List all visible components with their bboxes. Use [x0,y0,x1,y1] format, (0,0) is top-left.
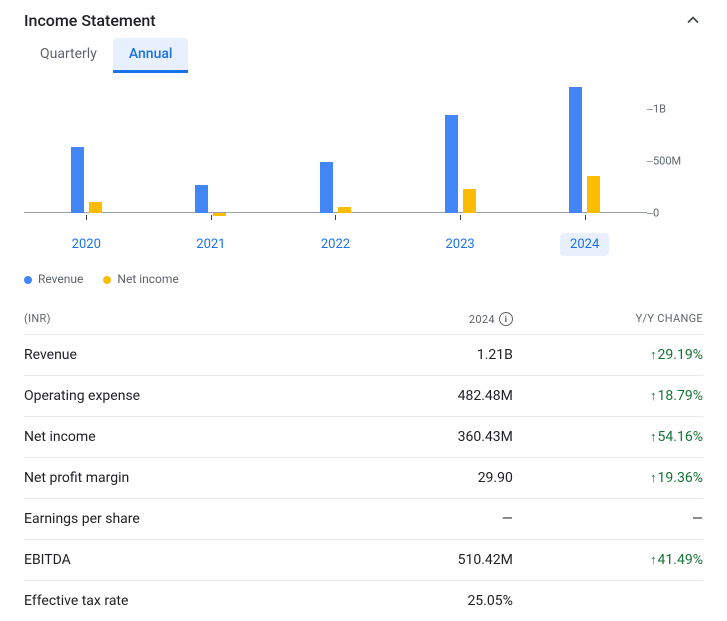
x-label-2022[interactable]: 2022 [273,233,398,256]
table-header-row: (INR) 2024 i Y/Y CHANGE [24,302,703,334]
bar-net-income[interactable] [89,202,102,213]
x-label-2020[interactable]: 2020 [24,233,149,256]
value-column-header: 2024 i [309,312,513,326]
up-arrow-icon: ↑ [650,348,657,363]
table-row: Operating expense482.48M↑18.79% [24,375,703,416]
metric-change: — [513,511,703,527]
metric-change [513,593,703,609]
section-header[interactable]: Income Statement [24,0,703,38]
bar-group [522,83,647,213]
legend-swatch [103,276,111,284]
section-title: Income Statement [24,11,156,30]
legend-label: Net income [117,272,178,286]
legend-item: Net income [103,272,178,286]
metric-change: ↑19.36% [513,470,703,486]
up-arrow-icon: ↑ [650,553,657,568]
legend-label: Revenue [38,272,83,286]
metric-value: — [309,511,513,527]
table-body: Revenue1.21B↑29.19%Operating expense482.… [24,334,703,621]
chart-legend: Revenue Net income [24,272,703,286]
income-chart: 1B 500M 0 20202021202220232024 [24,83,703,256]
legend-swatch [24,276,32,284]
metric-change: ↑18.79% [513,388,703,404]
legend-item: Revenue [24,272,83,286]
bar-revenue[interactable] [445,115,458,213]
x-tick [522,213,647,221]
x-axis-ticks [24,213,647,221]
bar-group [24,83,149,213]
x-tick [24,213,149,221]
table-row: Earnings per share—— [24,498,703,539]
bar-revenue[interactable] [320,162,333,213]
metric-change: ↑41.49% [513,552,703,568]
metric-value: 482.48M [309,388,513,404]
y-axis: 1B500M0 [653,83,697,213]
metric-value: 1.21B [309,347,513,363]
bar-revenue[interactable] [195,185,208,213]
up-arrow-icon: ↑ [650,471,657,486]
bar-group [398,83,523,213]
bar-net-income[interactable] [587,176,600,213]
up-arrow-icon: ↑ [650,430,657,445]
metric-name: Net profit margin [24,470,309,486]
x-label-2023[interactable]: 2023 [398,233,523,256]
metric-value: 510.42M [309,552,513,568]
table-row: Revenue1.21B↑29.19% [24,334,703,375]
metric-value: 360.43M [309,429,513,445]
x-label-2021[interactable]: 2021 [149,233,274,256]
chart-bars [24,83,647,213]
bar-revenue[interactable] [71,147,84,213]
table-row: Effective tax rate25.05% [24,580,703,621]
metric-value: 29.90 [309,470,513,486]
y-tick-label: 0 [653,207,659,220]
currency-label: (INR) [24,312,309,326]
period-tabs: QuarterlyAnnual [24,38,703,73]
x-tick [398,213,523,221]
bar-revenue[interactable] [569,87,582,213]
metric-name: Effective tax rate [24,593,309,609]
tab-quarterly[interactable]: Quarterly [24,38,113,73]
y-tick-label: 500M [653,155,681,168]
change-column-header: Y/Y CHANGE [513,312,703,326]
x-axis-labels: 20202021202220232024 [24,233,647,256]
table-row: Net income360.43M↑54.16% [24,416,703,457]
x-tick [149,213,274,221]
metric-change: ↑29.19% [513,347,703,363]
up-arrow-icon: ↑ [650,389,657,404]
bar-net-income[interactable] [463,189,476,213]
metric-value: 25.05% [309,593,513,609]
metric-change: ↑54.16% [513,429,703,445]
metric-name: Earnings per share [24,511,309,527]
table-row: EBITDA510.42M↑41.49% [24,539,703,580]
x-tick [273,213,398,221]
tab-annual[interactable]: Annual [113,38,189,73]
info-icon[interactable]: i [499,312,513,326]
metric-name: Revenue [24,347,309,363]
chevron-up-icon[interactable] [683,10,703,30]
table-row: Net profit margin29.90↑19.36% [24,457,703,498]
y-tick-label: 1B [653,103,666,116]
metric-name: EBITDA [24,552,309,568]
x-label-2024[interactable]: 2024 [522,233,647,256]
metric-name: Net income [24,429,309,445]
bar-group [149,83,274,213]
bar-group [273,83,398,213]
metric-name: Operating expense [24,388,309,404]
